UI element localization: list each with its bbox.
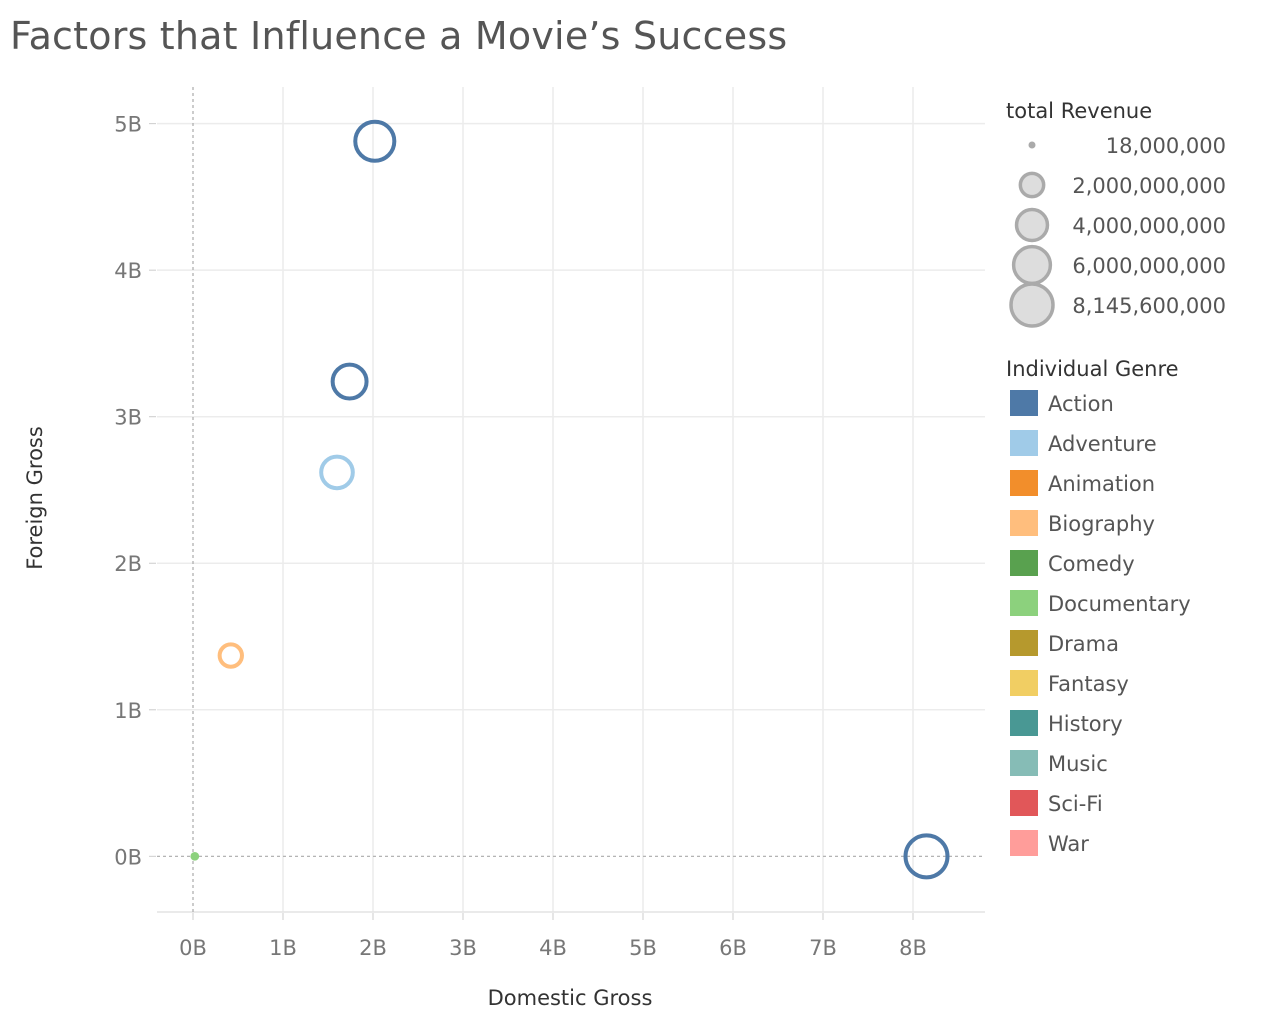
size-legend: total Revenue 18,000,000 2,000,000,000 4,00… — [1006, 99, 1226, 328]
x-tick-label: 4B — [539, 936, 567, 960]
color-legend-swatch — [1010, 710, 1038, 736]
data-point — [217, 642, 244, 669]
color-legend-label: Action — [1048, 392, 1114, 416]
color-legend-label: Adventure — [1048, 432, 1157, 456]
size-legend-label: 4,000,000,000 — [1072, 214, 1226, 238]
y-tick-label: 3B — [114, 406, 142, 430]
data-points — [190, 119, 950, 880]
x-tick-label: 8B — [899, 936, 927, 960]
size-legend-label: 18,000,000 — [1106, 134, 1226, 158]
color-legend-swatch — [1010, 390, 1038, 416]
x-tick-label: 5B — [629, 936, 657, 960]
y-tick-label: 1B — [114, 699, 142, 723]
x-tick-label: 0B — [179, 936, 207, 960]
size-legend-label: 8,145,600,000 — [1072, 294, 1226, 318]
data-point — [330, 362, 369, 401]
color-legend-label: Music — [1048, 752, 1108, 776]
color-legend-title: Individual Genre — [1006, 357, 1179, 381]
color-legend-swatch — [1010, 670, 1038, 696]
x-tick-label: 1B — [269, 936, 297, 960]
size-legend-title: total Revenue — [1006, 99, 1152, 123]
x-tick-label: 3B — [449, 936, 477, 960]
size-legend-marker — [1011, 244, 1053, 286]
x-axis-title: Domestic Gross — [488, 986, 653, 1010]
data-point — [319, 454, 355, 491]
color-legend-label: Animation — [1048, 472, 1155, 496]
color-legend-label: Biography — [1048, 512, 1155, 536]
color-legend-label: Documentary — [1048, 592, 1191, 616]
color-legend-label: Comedy — [1048, 552, 1135, 576]
color-legend-swatch — [1010, 550, 1038, 576]
color-legend-label: History — [1048, 712, 1123, 736]
size-legend-marker — [1018, 171, 1046, 199]
color-legend-label: Drama — [1048, 632, 1119, 656]
y-axis-title: Foreign Gross — [23, 426, 47, 570]
size-legend-marker — [1028, 141, 1036, 149]
color-legend-swatch — [1010, 430, 1038, 456]
y-tick-label: 0B — [114, 845, 142, 869]
data-point — [903, 833, 950, 880]
size-legend-marker — [1009, 282, 1055, 328]
x-tick-label: 2B — [359, 936, 387, 960]
x-tick-label: 6B — [719, 936, 747, 960]
color-legend: Individual Genre Action Adventure Animation… — [1006, 357, 1191, 856]
y-tick-label: 4B — [114, 259, 142, 283]
color-legend-swatch — [1010, 510, 1038, 536]
color-legend-label: Sci-Fi — [1048, 792, 1103, 816]
color-legend-label: Fantasy — [1048, 672, 1129, 696]
data-point — [353, 119, 397, 163]
color-legend-label: War — [1048, 832, 1089, 856]
size-legend-label: 6,000,000,000 — [1072, 254, 1226, 278]
size-legend-marker — [1014, 207, 1050, 243]
color-legend-swatch — [1010, 830, 1038, 856]
color-legend-swatch — [1010, 750, 1038, 776]
color-legend-swatch — [1010, 470, 1038, 496]
y-tick-label: 5B — [114, 113, 142, 137]
size-legend-label: 2,000,000,000 — [1072, 174, 1226, 198]
x-tick-label: 7B — [809, 936, 837, 960]
chart-title: Factors that Influence a Movie’s Success — [10, 14, 788, 58]
color-legend-swatch — [1010, 790, 1038, 816]
color-legend-swatch — [1010, 630, 1038, 656]
axes: 0B 1B 2B 3B 4B 5B 6B 7B 8B 0B 1B 2B 3B 4B 5B Domestic G… — [23, 87, 985, 1010]
y-tick-label: 2B — [114, 552, 142, 576]
data-point — [190, 851, 200, 861]
grid — [157, 87, 985, 912]
color-legend-swatch — [1010, 590, 1038, 616]
